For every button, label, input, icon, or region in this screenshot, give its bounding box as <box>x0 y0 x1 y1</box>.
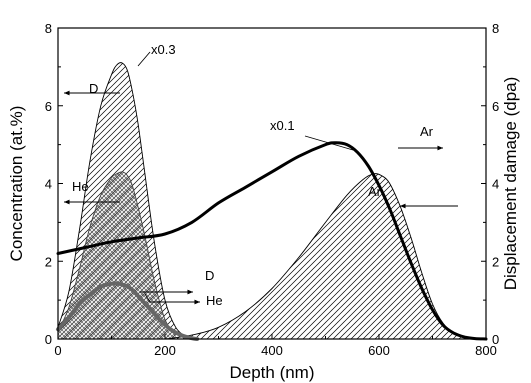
x-tick-label: 400 <box>261 343 283 358</box>
leader-x0-3 <box>137 51 151 67</box>
arrow-ar-lower-head <box>400 203 406 209</box>
series-ar-right-line <box>56 141 488 341</box>
y-right-tick-label: 0 <box>492 332 499 347</box>
x-axis-title: Depth (nm) <box>229 363 314 382</box>
annotation-x0-3: x0.3 <box>151 42 176 57</box>
arrow-d-upper-head <box>64 90 70 96</box>
annotation-d-upper: D <box>89 81 98 96</box>
y-axis-left-title: Concentration (at.%) <box>7 106 26 262</box>
y-left-tick-label: 0 <box>45 332 52 347</box>
y-right-tick-label: 2 <box>492 254 499 269</box>
arrow-d-lower-head <box>187 289 193 295</box>
x-tick-label: 800 <box>475 343 497 358</box>
series-he-left-outline <box>57 171 177 336</box>
annotation-d-lower: D <box>205 268 214 283</box>
series-d-left-outline <box>57 62 187 338</box>
arrow-ar-upper-head <box>437 145 443 151</box>
annotation-he-lower: He <box>206 293 223 308</box>
x-tick-label: 0 <box>54 343 61 358</box>
arrow-he-upper-head <box>64 199 70 205</box>
annotation-x0-1: x0.1 <box>270 118 295 133</box>
annotation-ar-upper: Ar <box>420 124 434 139</box>
y-right-tick-label: 4 <box>492 177 499 192</box>
arrow-he-lower-head <box>194 299 200 305</box>
y-left-tick-label: 2 <box>45 254 52 269</box>
x-tick-label: 200 <box>154 343 176 358</box>
y-right-tick-label: 6 <box>492 99 499 114</box>
y-left-tick-label: 8 <box>45 21 52 36</box>
y-left-tick-label: 6 <box>45 99 52 114</box>
y-left-tick-label: 4 <box>45 177 52 192</box>
annotation-ar-lower: Ar <box>368 184 382 199</box>
leader-he-lower <box>144 293 151 303</box>
leader-x0-1 <box>304 135 354 151</box>
series-ar-left-area <box>165 173 476 339</box>
y-right-tick-label: 8 <box>492 21 499 36</box>
x-tick-label: 600 <box>368 343 390 358</box>
annotation-he-upper: He <box>72 179 89 194</box>
series-he-right-line <box>56 281 200 341</box>
y-axis-right-title: Displacement damage (dpa) <box>501 77 520 291</box>
